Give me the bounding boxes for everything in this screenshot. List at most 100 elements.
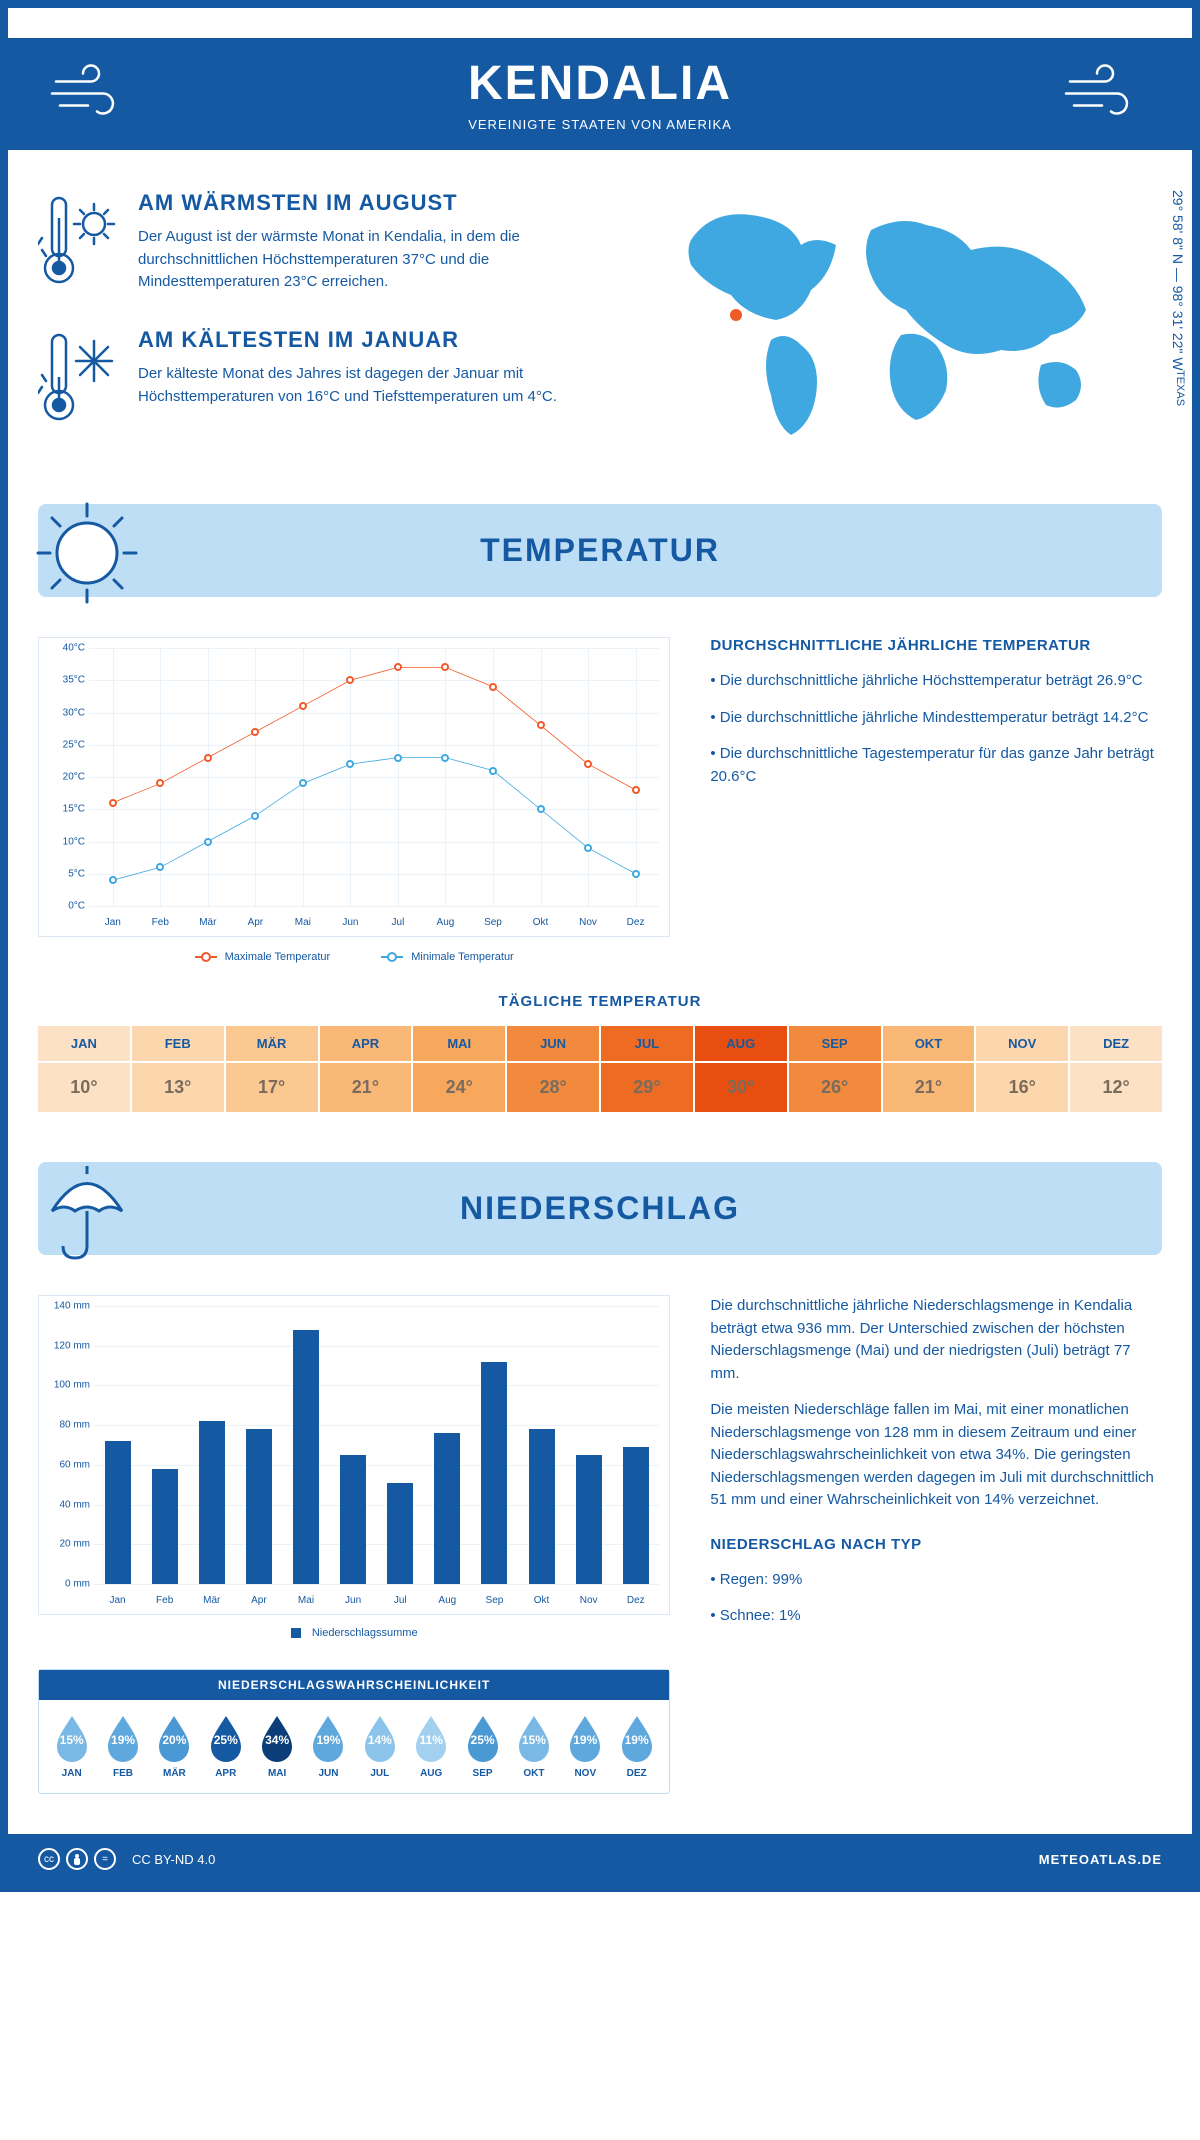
footer-brand: METEOATLAS.DE [1039, 1852, 1162, 1867]
page-subtitle: VEREINIGTE STAATEN VON AMERIKA [26, 117, 1174, 132]
wind-icon [48, 62, 138, 127]
precip-prob-cell: 15%OKT [509, 1714, 558, 1779]
precip-bar [529, 1429, 555, 1584]
temp-bullet: • Die durchschnittliche Tagestemperatur … [710, 743, 1162, 788]
bar-legend-label: Niederschlagssumme [312, 1627, 418, 1639]
warmest-text: Der August ist der wärmste Monat in Kend… [138, 226, 580, 294]
legend-max-temp: Maximale Temperatur [195, 951, 331, 963]
legend-max-label: Maximale Temperatur [225, 951, 331, 963]
precip-bar [293, 1330, 319, 1584]
daily-month-header: OKT [883, 1026, 975, 1061]
precip-prob-cell: 15%JAN [47, 1714, 96, 1779]
temperature-header-text: TEMPERATUR [480, 532, 720, 568]
precip-bar [434, 1433, 460, 1584]
precip-prob-title: NIEDERSCHLAGSWAHRSCHEINLICHKEIT [39, 1670, 669, 1700]
license-text: CC BY-ND 4.0 [132, 1852, 215, 1867]
page-title: KENDALIA [26, 56, 1174, 111]
precip-prob-cell: 25%SEP [458, 1714, 507, 1779]
legend-min-temp: Minimale Temperatur [381, 951, 514, 963]
temp-bullet: • Die durchschnittliche jährliche Höchst… [710, 670, 1162, 693]
legend-min-label: Minimale Temperatur [411, 951, 514, 963]
temp-bullet: • Die durchschnittliche jährliche Mindes… [710, 707, 1162, 730]
precip-prob-cell: 14%JUL [355, 1714, 404, 1779]
coldest-text: Der kälteste Monat des Jahres ist dagege… [138, 363, 580, 408]
sun-icon [32, 498, 142, 616]
precip-bar [576, 1455, 602, 1584]
daily-month-header: JUN [507, 1026, 599, 1061]
precip-paragraph: Die durchschnittliche jährliche Niedersc… [710, 1295, 1162, 1385]
world-map: 29° 58' 8" N — 98° 31' 22" W TEXAS [620, 190, 1162, 464]
precip-type-item: • Regen: 99% [710, 1569, 1162, 1592]
precip-prob-cell: 19%FEB [98, 1714, 147, 1779]
precip-paragraph: Die meisten Niederschläge fallen im Mai,… [710, 1399, 1162, 1512]
daily-temp-value: 16° [976, 1063, 1068, 1112]
precip-prob-cell: 19%NOV [561, 1714, 610, 1779]
daily-temp-value: 12° [1070, 1063, 1162, 1112]
daily-month-header: NOV [976, 1026, 1068, 1061]
precip-type-item: • Schnee: 1% [710, 1605, 1162, 1628]
daily-month-header: APR [320, 1026, 412, 1061]
thermometer-snow-icon [38, 327, 118, 432]
precip-prob-cell: 11%AUG [407, 1714, 456, 1779]
wind-icon [1062, 62, 1152, 127]
thermometer-sun-icon [38, 190, 118, 295]
precip-bar [387, 1483, 413, 1584]
temp-y-axis-title: Temperatur [0, 717, 5, 768]
umbrella-icon [32, 1156, 142, 1274]
daily-temp-value: 26° [789, 1063, 881, 1112]
by-icon [66, 1848, 88, 1870]
daily-temp-title: TÄGLICHE TEMPERATUR [38, 993, 1162, 1010]
daily-month-header: SEP [789, 1026, 881, 1061]
precip-prob-cell: 19%DEZ [612, 1714, 661, 1779]
cc-icon: cc [38, 1848, 60, 1870]
coldest-fact: AM KÄLTESTEN IM JANUAR Der kälteste Mona… [38, 327, 580, 432]
precip-bar [199, 1421, 225, 1584]
precip-by-type-title: NIEDERSCHLAG NACH TYP [710, 1536, 1162, 1553]
bar-legend-swatch [291, 1628, 301, 1638]
title-band: KENDALIA VEREINIGTE STAATEN VON AMERIKA [8, 38, 1192, 150]
precip-y-axis-title: Niederschlag [0, 1373, 1, 1431]
daily-temp-value: 30° [695, 1063, 787, 1112]
daily-temp-value: 21° [320, 1063, 412, 1112]
precip-bar [623, 1447, 649, 1584]
precip-bar [481, 1362, 507, 1584]
precipitation-bar-chart: Niederschlag 0 mm20 mm40 mm60 mm80 mm100… [38, 1295, 670, 1794]
daily-temp-value: 21° [883, 1063, 975, 1112]
warmest-title: AM WÄRMSTEN IM AUGUST [138, 190, 580, 216]
temperature-line-chart: Temperatur 0°C5°C10°C15°C20°C25°C30°C35°… [38, 637, 670, 963]
precip-prob-cell: 19%JUN [304, 1714, 353, 1779]
warmest-fact: AM WÄRMSTEN IM AUGUST Der August ist der… [38, 190, 580, 295]
daily-temp-value: 24° [413, 1063, 505, 1112]
precip-bar [105, 1441, 131, 1584]
region-label: TEXAS [1174, 370, 1186, 406]
footer: cc = CC BY-ND 4.0 METEOATLAS.DE [8, 1834, 1192, 1884]
precip-prob-cell: 20%MÄR [150, 1714, 199, 1779]
daily-temp-value: 13° [132, 1063, 224, 1112]
nd-icon: = [94, 1848, 116, 1870]
daily-month-header: MAI [413, 1026, 505, 1061]
precipitation-header: NIEDERSCHLAG [38, 1162, 1162, 1255]
daily-month-header: AUG [695, 1026, 787, 1061]
daily-month-header: FEB [132, 1026, 224, 1061]
daily-month-header: JUL [601, 1026, 693, 1061]
precip-prob-cell: 25%APR [201, 1714, 250, 1779]
precipitation-header-text: NIEDERSCHLAG [460, 1190, 740, 1226]
daily-temp-value: 28° [507, 1063, 599, 1112]
daily-month-header: MÄR [226, 1026, 318, 1061]
temperature-header: TEMPERATUR [38, 504, 1162, 597]
precip-bar [152, 1469, 178, 1584]
daily-month-header: JAN [38, 1026, 130, 1061]
license-icons: cc = CC BY-ND 4.0 [38, 1848, 215, 1870]
daily-temp-value: 10° [38, 1063, 130, 1112]
precip-prob-cell: 34%MAI [252, 1714, 301, 1779]
daily-temp-table: JANFEBMÄRAPRMAIJUNJULAUGSEPOKTNOVDEZ10°1… [38, 1026, 1162, 1112]
coordinates: 29° 58' 8" N — 98° 31' 22" W [1170, 190, 1186, 371]
daily-temp-value: 17° [226, 1063, 318, 1112]
coldest-title: AM KÄLTESTEN IM JANUAR [138, 327, 580, 353]
precipitation-probability-box: NIEDERSCHLAGSWAHRSCHEINLICHKEIT 15%JAN19… [38, 1669, 670, 1794]
avg-temp-title: DURCHSCHNITTLICHE JÄHRLICHE TEMPERATUR [710, 637, 1162, 654]
daily-temp-value: 29° [601, 1063, 693, 1112]
daily-month-header: DEZ [1070, 1026, 1162, 1061]
precip-bar [340, 1455, 366, 1584]
precip-bar [246, 1429, 272, 1584]
